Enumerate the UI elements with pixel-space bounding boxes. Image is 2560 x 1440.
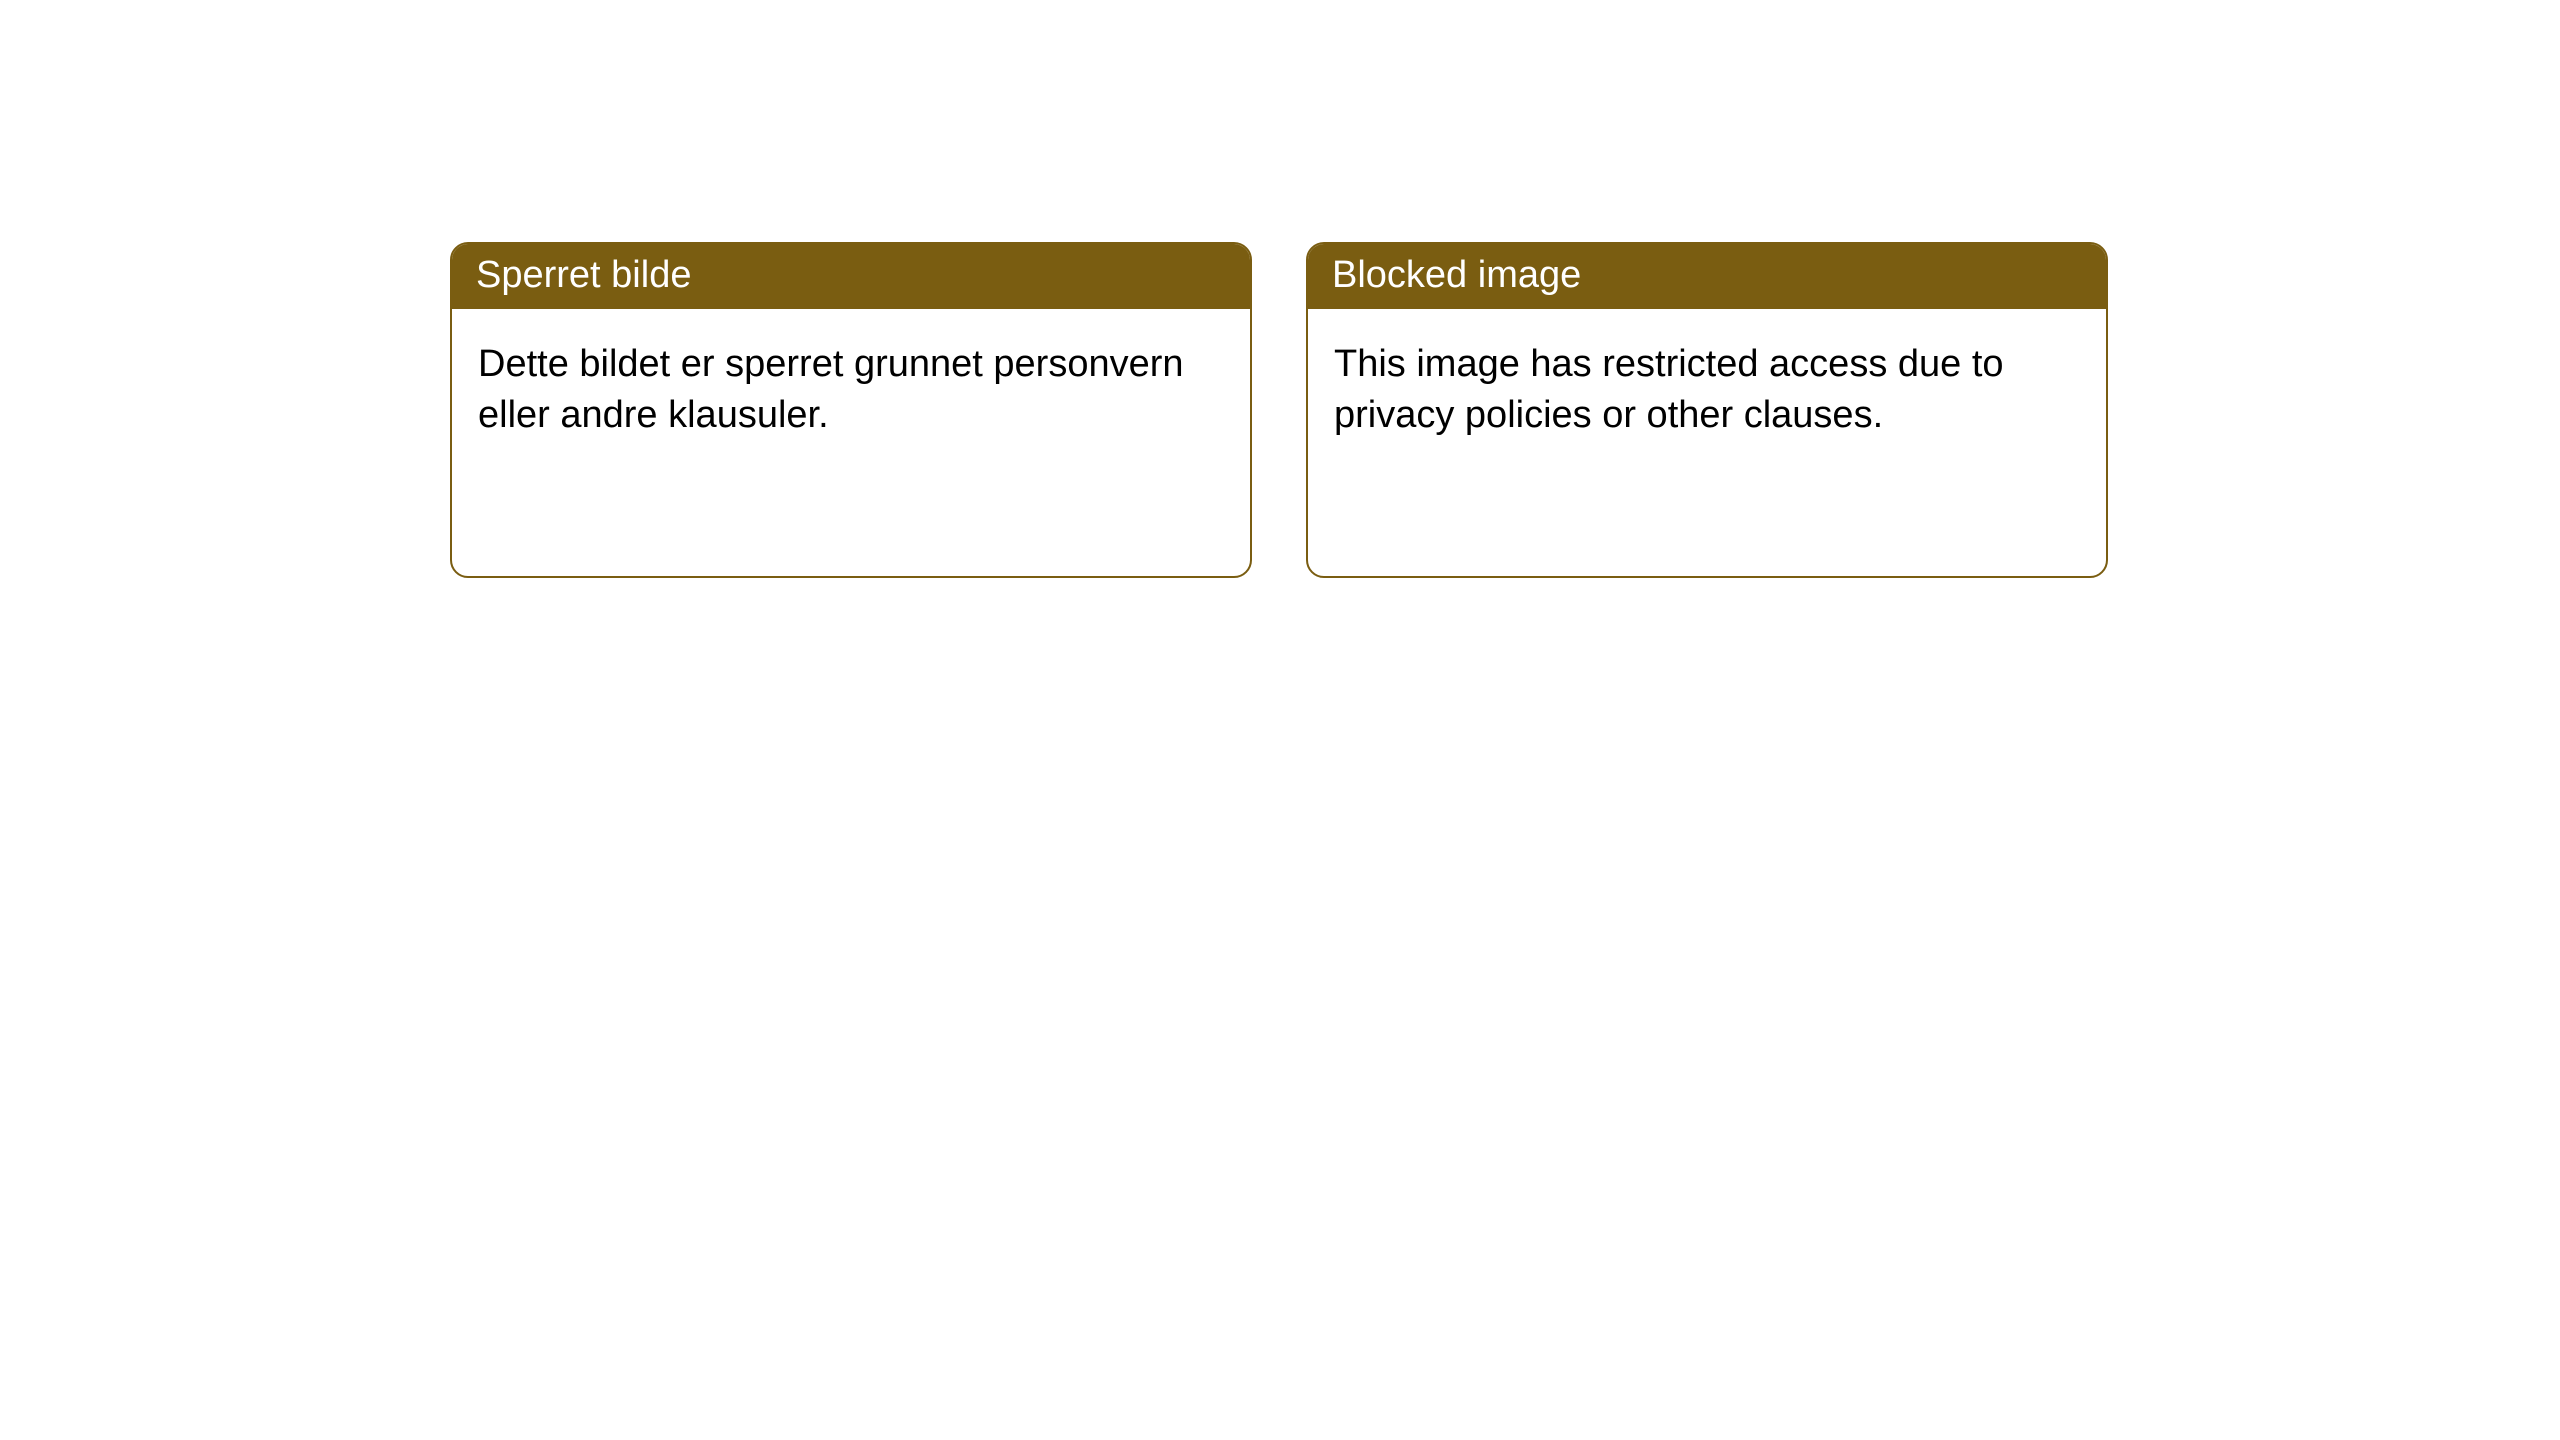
notice-body: This image has restricted access due to … [1308, 309, 2106, 472]
notice-card-norwegian: Sperret bilde Dette bildet er sperret gr… [450, 242, 1252, 578]
notice-title: Sperret bilde [476, 254, 691, 296]
notice-container: Sperret bilde Dette bildet er sperret gr… [0, 0, 2560, 578]
notice-header: Blocked image [1308, 244, 2106, 309]
notice-header: Sperret bilde [452, 244, 1250, 309]
notice-message: This image has restricted access due to … [1334, 343, 2004, 436]
notice-body: Dette bildet er sperret grunnet personve… [452, 309, 1250, 472]
notice-title: Blocked image [1332, 254, 1581, 296]
notice-card-english: Blocked image This image has restricted … [1306, 242, 2108, 578]
notice-message: Dette bildet er sperret grunnet personve… [478, 343, 1184, 436]
